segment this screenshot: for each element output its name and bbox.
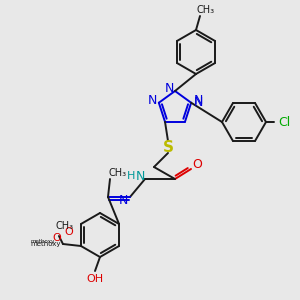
Text: methoxy: methoxy — [31, 238, 55, 244]
Text: methoxy: methoxy — [31, 241, 61, 247]
Text: N: N — [118, 194, 128, 206]
Text: O: O — [64, 227, 73, 237]
Text: O: O — [192, 158, 202, 172]
Text: S: S — [163, 140, 173, 154]
Text: H: H — [127, 171, 135, 181]
Text: CH₃: CH₃ — [109, 168, 127, 178]
Text: CH₃: CH₃ — [56, 221, 74, 231]
Text: N: N — [148, 94, 158, 107]
Text: Cl: Cl — [278, 116, 290, 128]
Text: O: O — [52, 233, 61, 243]
Text: N: N — [194, 96, 203, 109]
Text: N: N — [194, 94, 203, 107]
Text: N: N — [135, 169, 145, 182]
Text: CH₃: CH₃ — [197, 5, 215, 15]
Text: OH: OH — [86, 274, 103, 284]
Text: N: N — [164, 82, 174, 94]
